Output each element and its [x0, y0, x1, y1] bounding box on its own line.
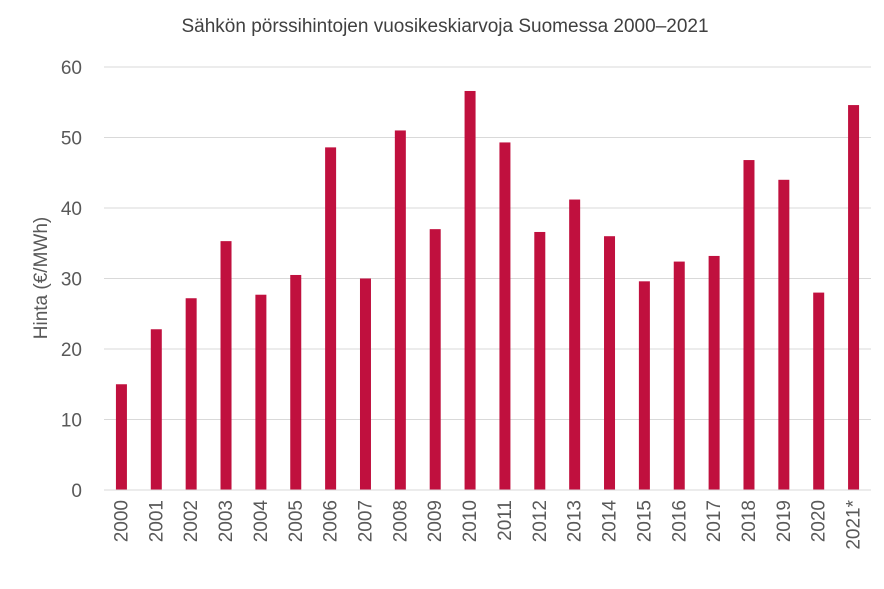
y-tick-label: 20	[61, 340, 82, 361]
x-tick-label: 2019	[774, 500, 795, 542]
bar	[499, 142, 511, 490]
bar	[638, 281, 650, 490]
x-tick-labels: 2000 2001 2002 2003 2004 2005 2006 2007 2008 2009…	[111, 499, 864, 549]
x-tick-label: 2015	[634, 500, 655, 542]
y-tick-labels: 0 10 20 30 40 50 60	[61, 58, 82, 502]
x-tick-label: 2001	[146, 500, 167, 542]
bar	[290, 274, 302, 490]
bar	[673, 261, 685, 490]
bar	[325, 147, 337, 490]
bar	[569, 199, 581, 491]
x-tick-label: 2017	[704, 500, 725, 542]
x-tick-label: 2018	[739, 500, 760, 542]
x-tick-label: 2010	[460, 500, 481, 542]
y-tick-label: 10	[61, 411, 82, 432]
x-tick-label: 2011	[495, 500, 516, 541]
x-tick-label: 2014	[600, 500, 621, 543]
x-tick-label: 2005	[286, 500, 307, 542]
bar	[848, 105, 860, 490]
x-tick-label: 2000	[111, 500, 132, 542]
bar	[115, 384, 127, 490]
bar	[743, 160, 755, 490]
bar	[359, 278, 371, 490]
bar	[429, 229, 441, 490]
chart-title: Sähkön pörssihintojen vuosikeskiarvoja S…	[181, 16, 708, 37]
bars	[115, 90, 860, 491]
x-tick-label: 2002	[181, 500, 202, 542]
bar	[604, 236, 616, 490]
bar	[394, 130, 406, 490]
x-tick-label: 2012	[530, 500, 551, 542]
bar	[708, 255, 720, 490]
bar	[150, 329, 162, 490]
x-tick-label: 2004	[251, 500, 272, 543]
y-tick-label: 30	[61, 270, 82, 291]
x-tick-label: 2016	[669, 500, 690, 542]
x-tick-label: 2003	[216, 500, 237, 542]
y-tick-label: 40	[61, 199, 82, 220]
x-tick-label: 2009	[425, 500, 446, 542]
bar	[534, 231, 546, 490]
x-tick-label: 2020	[809, 500, 830, 542]
x-tick-label: 2008	[390, 500, 411, 542]
x-tick-label: 2007	[355, 500, 376, 542]
x-tick-label: 2013	[565, 500, 586, 542]
gridlines	[104, 66, 871, 420]
x-tick-label: 2006	[321, 500, 342, 542]
bar	[464, 90, 476, 490]
bar	[255, 294, 267, 490]
bar	[220, 241, 232, 490]
y-axis-label: Hinta (€/MWh)	[31, 217, 52, 339]
bar	[778, 179, 790, 491]
y-tick-label: 50	[61, 129, 82, 150]
y-tick-label: 0	[71, 481, 82, 502]
bar	[813, 292, 825, 490]
x-tick-label: 2021*	[844, 499, 865, 549]
y-tick-label: 60	[61, 58, 82, 79]
bar	[185, 298, 197, 490]
